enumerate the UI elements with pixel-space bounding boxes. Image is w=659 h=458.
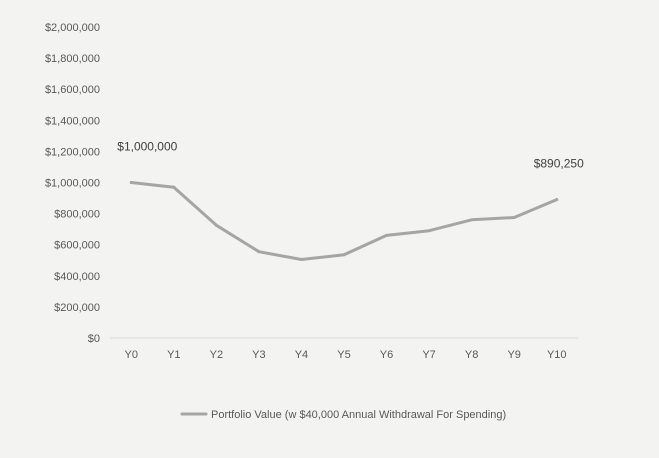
x-tick-label: Y6	[380, 349, 393, 361]
y-tick-label: $1,600,000	[45, 84, 100, 96]
y-tick-label: $200,000	[54, 302, 100, 314]
y-tick-label: $600,000	[54, 240, 100, 252]
data-point	[342, 253, 346, 257]
x-tick-label: Y1	[167, 349, 180, 361]
x-tick-label: Y2	[210, 349, 223, 361]
x-tick-label: Y7	[422, 349, 435, 361]
data-point	[427, 229, 431, 233]
y-tick-label: $1,400,000	[45, 115, 100, 127]
y-tick-label: $2,000,000	[45, 22, 100, 34]
y-tick-label: $400,000	[54, 271, 100, 283]
data-point	[214, 223, 218, 227]
data-point	[555, 198, 559, 202]
series-line	[129, 181, 559, 261]
data-point	[512, 215, 516, 219]
data-label: $1,000,000	[117, 140, 177, 154]
data-point	[385, 233, 389, 237]
data-point	[257, 250, 261, 254]
x-tick-label: Y0	[125, 349, 138, 361]
y-tick-label: $1,200,000	[45, 146, 100, 158]
data-point	[129, 181, 133, 184]
y-tick-label: $1,000,000	[45, 178, 100, 190]
x-tick-label: Y8	[465, 349, 478, 361]
data-label: $890,250	[534, 157, 584, 171]
legend-label: Portfolio Value (w $40,000 Annual Withdr…	[211, 409, 506, 421]
data-point	[470, 218, 474, 222]
x-tick-label: Y9	[507, 349, 520, 361]
x-tick-label: Y3	[252, 349, 265, 361]
data-point	[299, 257, 303, 261]
y-tick-label: $0	[88, 333, 100, 345]
y-tick-label: $1,800,000	[45, 53, 100, 65]
y-tick-label: $800,000	[54, 209, 100, 221]
x-tick-label: Y10	[547, 349, 567, 361]
x-tick-label: Y5	[337, 349, 350, 361]
x-tick-label: Y4	[295, 349, 308, 361]
data-point	[172, 185, 176, 189]
